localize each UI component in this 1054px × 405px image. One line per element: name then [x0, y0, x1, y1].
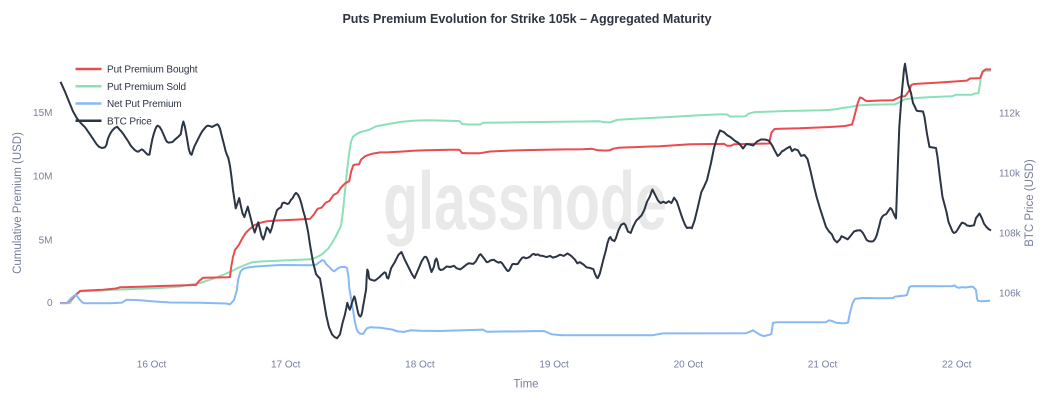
- svg-text:112k: 112k: [999, 109, 1021, 120]
- svg-text:20 Oct: 20 Oct: [674, 359, 704, 370]
- svg-text:Time: Time: [513, 379, 538, 391]
- svg-text:18 Oct: 18 Oct: [405, 359, 435, 370]
- svg-text:15M: 15M: [33, 108, 52, 119]
- svg-text:Put Premium Bought: Put Premium Bought: [107, 65, 198, 76]
- svg-text:19 Oct: 19 Oct: [539, 359, 569, 370]
- svg-text:22 Oct: 22 Oct: [942, 359, 972, 370]
- svg-text:16 Oct: 16 Oct: [137, 359, 167, 370]
- svg-text:BTC Price: BTC Price: [107, 116, 152, 127]
- svg-text:17 Oct: 17 Oct: [271, 359, 301, 370]
- svg-text:Cumulative Premium (USD): Cumulative Premium (USD): [12, 132, 24, 274]
- svg-text:Puts Premium Evolution for Str: Puts Premium Evolution for Strike 105k –…: [342, 12, 711, 26]
- svg-text:Put Premium Sold: Put Premium Sold: [107, 82, 186, 93]
- svg-text:5M: 5M: [39, 236, 53, 247]
- svg-text:glassnode: glassnode: [383, 155, 667, 247]
- svg-text:0: 0: [47, 298, 53, 309]
- svg-text:110k: 110k: [999, 169, 1021, 180]
- svg-text:BTC Price (USD): BTC Price (USD): [1024, 159, 1036, 247]
- svg-text:106k: 106k: [999, 289, 1022, 300]
- svg-text:108k: 108k: [999, 229, 1022, 240]
- svg-text:21 Oct: 21 Oct: [808, 359, 838, 370]
- svg-text:Net Put Premium: Net Put Premium: [107, 99, 182, 110]
- svg-text:10M: 10M: [33, 172, 52, 183]
